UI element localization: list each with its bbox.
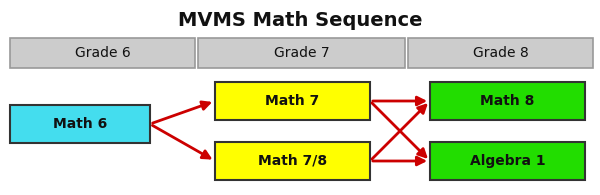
Text: Grade 8: Grade 8	[473, 46, 529, 60]
FancyBboxPatch shape	[408, 38, 593, 68]
FancyBboxPatch shape	[215, 82, 370, 120]
Text: Math 7: Math 7	[265, 94, 320, 108]
Text: Grade 6: Grade 6	[74, 46, 130, 60]
Text: Math 6: Math 6	[53, 117, 107, 131]
FancyBboxPatch shape	[215, 142, 370, 180]
FancyBboxPatch shape	[198, 38, 405, 68]
FancyBboxPatch shape	[10, 105, 150, 143]
Text: Algebra 1: Algebra 1	[470, 154, 545, 168]
FancyBboxPatch shape	[430, 82, 585, 120]
FancyBboxPatch shape	[430, 142, 585, 180]
Text: Grade 7: Grade 7	[274, 46, 329, 60]
Text: MVMS Math Sequence: MVMS Math Sequence	[178, 11, 422, 29]
Text: Math 8: Math 8	[481, 94, 535, 108]
FancyBboxPatch shape	[10, 38, 195, 68]
Text: Math 7/8: Math 7/8	[258, 154, 327, 168]
